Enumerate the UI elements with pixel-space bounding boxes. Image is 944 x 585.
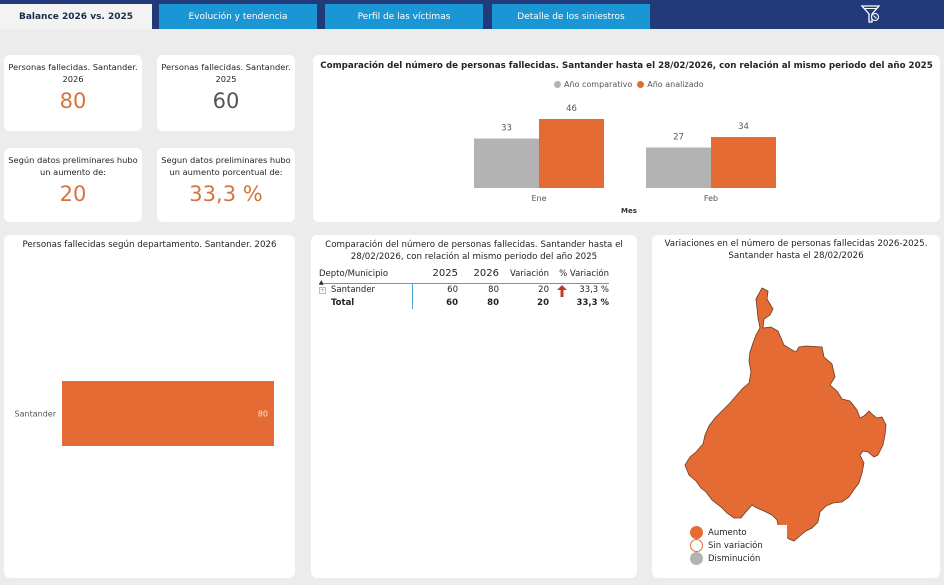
legend-dot-analizado	[637, 81, 645, 88]
kpi-value: 33,3 %	[189, 182, 263, 206]
kpi-card-2025: Personas fallecidas. Santander. 2025 60	[157, 55, 295, 131]
kpi-card-2026: Personas fallecidas. Santander. 2026 80	[4, 55, 142, 131]
kpi-title: Segun datos preliminares hubo un aumento…	[161, 155, 291, 177]
data-label: 27	[673, 133, 684, 143]
x-tick-label: Ene	[531, 194, 546, 203]
legend-swatch-disminucion	[690, 552, 703, 565]
comparison-matrix-panel: Comparación del número de personas falle…	[311, 235, 637, 578]
legend-swatch-aumento	[690, 526, 703, 539]
column-header-depto[interactable]: Depto/Municipio ▲	[319, 268, 389, 286]
cell-variacion: 20	[538, 284, 549, 295]
bar-ene-analizado[interactable]	[539, 119, 604, 188]
kpi-title: Personas fallecidas. Santander. 2025	[161, 62, 291, 84]
map-title-line1: Variaciones en el número de personas fal…	[664, 239, 928, 249]
kpi-title: Personas fallecidas. Santander. 2026	[8, 62, 138, 84]
bar-santander[interactable]	[62, 381, 274, 446]
data-label: 46	[566, 104, 577, 114]
column-header-2025[interactable]: 2025	[432, 268, 458, 280]
clear-filter-icon[interactable]	[860, 3, 882, 25]
kpi-value: 80	[59, 89, 87, 113]
chart-title: Personas fallecidas según departamento. …	[22, 240, 277, 250]
kpi-card-aumento: Según datos preliminares hubo un aumento…	[4, 148, 142, 222]
total-label: Total	[319, 296, 413, 309]
y-tick-label: Santander	[15, 410, 57, 419]
table-row: + Santander 60 80 20 33,3 %	[319, 283, 609, 297]
map-region-santander[interactable]	[684, 287, 887, 542]
column-header-pct-variacion[interactable]: % Variación	[559, 268, 609, 279]
chart-title: Comparación del número de personas falle…	[320, 61, 933, 71]
expand-icon[interactable]: +	[319, 286, 326, 294]
legend-label-analizado[interactable]: Año analizado	[647, 80, 704, 89]
total-2026: 80	[487, 297, 499, 308]
legend-item-disminucion[interactable]: Disminución	[690, 552, 763, 565]
kpi-value: 20	[59, 182, 87, 206]
up-arrow-icon	[557, 284, 567, 297]
row-name[interactable]: Santander	[331, 284, 376, 295]
horizontal-bar-chart: Santander 80	[15, 381, 274, 446]
sort-ascending-icon: ▲	[319, 278, 324, 286]
bar-feb-comparativo[interactable]	[646, 147, 711, 189]
cell-2025: 60	[447, 284, 458, 295]
matrix-title: Comparación del número de personas falle…	[325, 240, 623, 262]
tab-balance[interactable]: Balance 2026 vs. 2025	[0, 4, 152, 29]
bar-feb-analizado[interactable]	[711, 137, 776, 188]
variation-map-panel: Variaciones en el número de personas fal…	[652, 235, 940, 578]
legend-swatch-sin-variacion	[690, 539, 703, 552]
tab-detalle[interactable]: Detalle de los siniestros	[492, 4, 650, 29]
map-legend: Aumento Sin variación Disminución	[690, 525, 787, 567]
legend-dot-comparativo	[554, 81, 561, 88]
column-chart: 33 46 Ene 27 34 Feb Mes	[474, 104, 776, 215]
cell-pct-variacion: 33,3 %	[579, 284, 609, 295]
tab-evolucion[interactable]: Evolución y tendencia	[159, 4, 317, 29]
department-bar-chart-panel: Personas fallecidas según departamento. …	[4, 235, 295, 578]
x-axis-title: Mes	[621, 207, 637, 215]
legend-label-comparativo[interactable]: Año comparativo	[564, 80, 633, 89]
tab-perfil[interactable]: Perfil de las víctimas	[325, 4, 483, 29]
total-2025: 60	[446, 297, 458, 308]
chart-legend: Año comparativo Año analizado	[554, 80, 704, 89]
legend-item-aumento[interactable]: Aumento	[690, 526, 763, 539]
total-variacion: 20	[537, 297, 549, 308]
monthly-comparison-chart-panel: Comparación del número de personas falle…	[313, 55, 940, 222]
data-label: 34	[738, 122, 749, 132]
map-title-line2: Santander hasta el 28/02/2026	[728, 251, 864, 261]
column-header-variacion[interactable]: Variación	[509, 268, 549, 279]
total-pct-variacion: 33,3 %	[576, 297, 609, 308]
data-label: 33	[501, 124, 512, 134]
legend-item-sin-variacion[interactable]: Sin variación	[690, 539, 763, 552]
cell-2026: 80	[488, 284, 499, 295]
column-header-2026[interactable]: 2026	[473, 268, 499, 280]
comparison-matrix: Depto/Municipio ▲ 2025 2026 Variación % …	[319, 265, 609, 309]
bar-ene-comparativo[interactable]	[474, 138, 539, 189]
table-total-row: Total 60 80 20 33,3 %	[319, 296, 609, 309]
x-tick-label: Feb	[704, 194, 718, 203]
data-label: 80	[258, 410, 268, 419]
kpi-title: Según datos preliminares hubo un aumento…	[8, 155, 138, 177]
kpi-card-aumento-pct: Segun datos preliminares hubo un aumento…	[157, 148, 295, 222]
kpi-value: 60	[212, 89, 240, 113]
santander-map	[684, 287, 887, 542]
